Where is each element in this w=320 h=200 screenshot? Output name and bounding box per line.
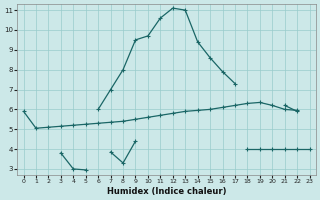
X-axis label: Humidex (Indice chaleur): Humidex (Indice chaleur): [107, 187, 226, 196]
